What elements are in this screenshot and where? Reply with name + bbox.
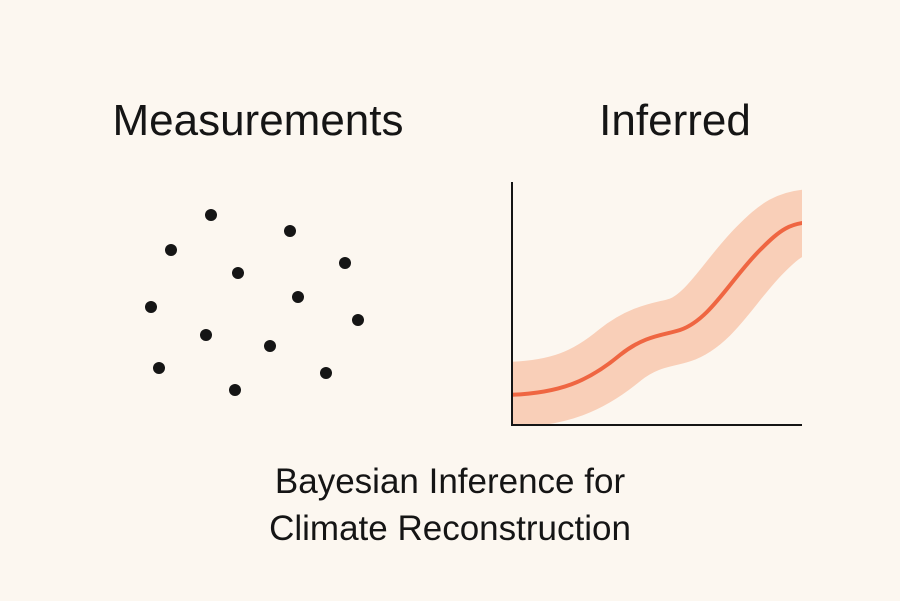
dot [232, 267, 244, 279]
inferred-plot [512, 189, 802, 425]
dot [229, 384, 241, 396]
dot [284, 225, 296, 237]
dot [352, 314, 364, 326]
dot [205, 209, 217, 221]
inferred-curve [512, 220, 802, 397]
caption-line: Climate Reconstruction [269, 509, 631, 548]
dot [153, 362, 165, 374]
caption-line: Bayesian Inference for [275, 462, 626, 501]
dot [145, 301, 157, 313]
dot [165, 244, 177, 256]
dot [200, 329, 212, 341]
right-title: Inferred [599, 96, 751, 145]
measurement-dots [145, 209, 364, 396]
dot [292, 291, 304, 303]
dot [320, 367, 332, 379]
left-title: Measurements [112, 96, 403, 145]
dot [264, 340, 276, 352]
dot [339, 257, 351, 269]
